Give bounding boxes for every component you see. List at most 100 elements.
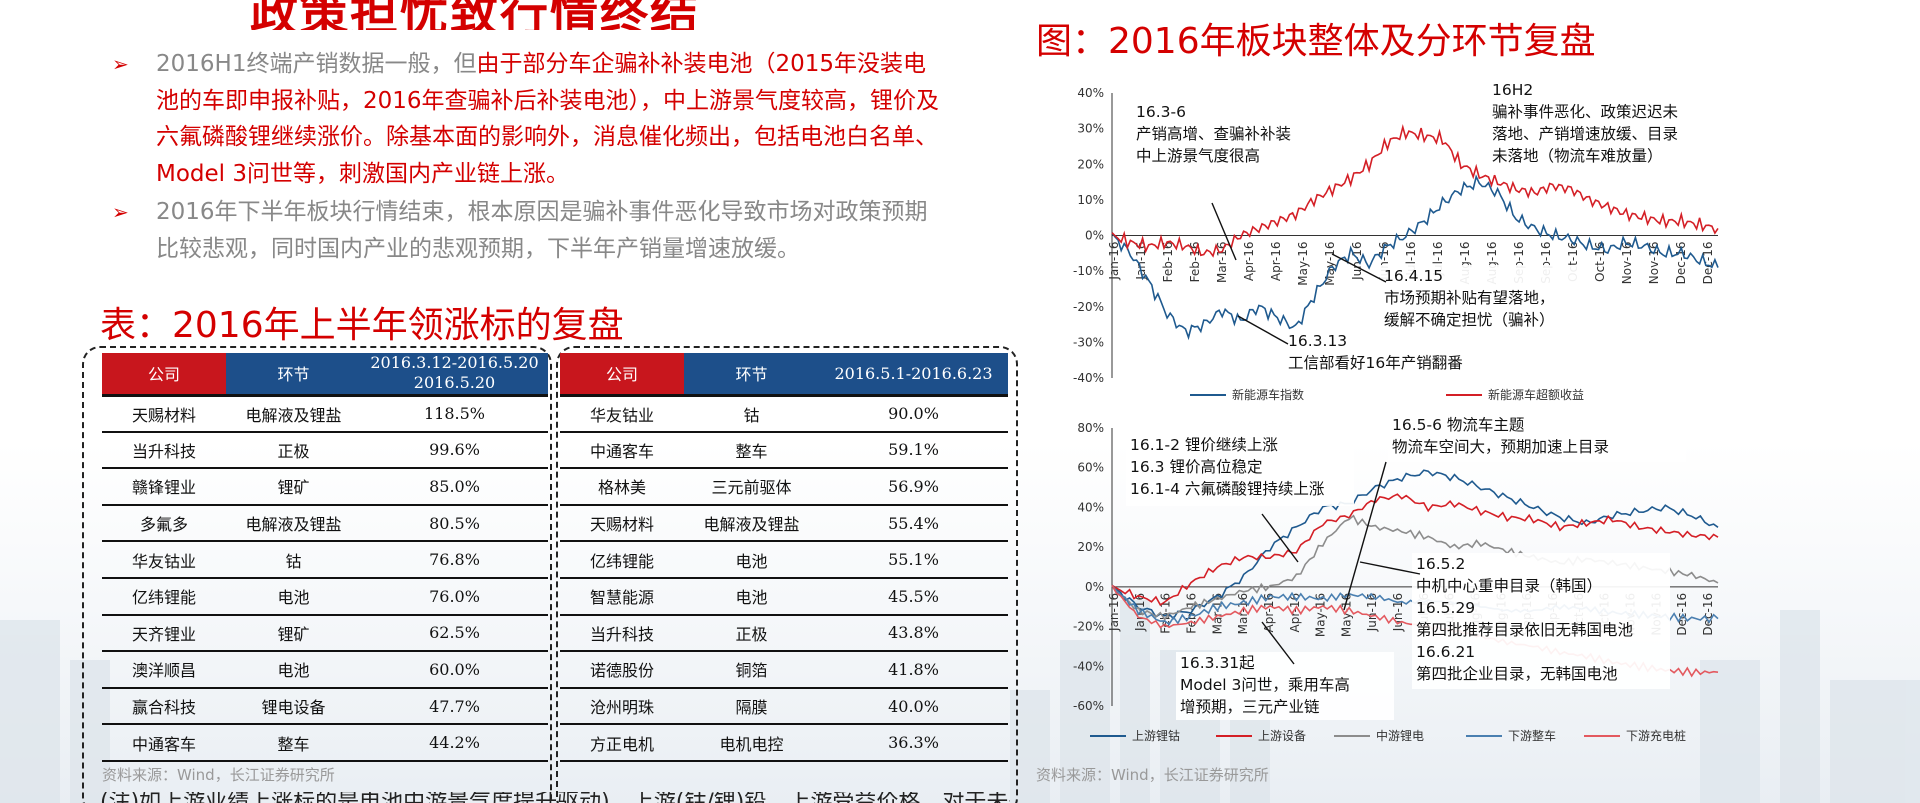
y-tick-label: 20% — [1077, 540, 1104, 554]
y-tick-label: 10% — [1077, 193, 1104, 207]
table-row: 中通客车 整车 59.1% — [560, 432, 1008, 469]
bullet-arrow-icon: ➢ — [112, 194, 129, 231]
header-company: 公司 — [102, 353, 226, 395]
cell-gain: 45.5% — [819, 578, 1008, 615]
chart-nev-index-2016: 40%30%20%10%0%-10%-20%-30%-40%Jan-16 Jan-… — [1030, 76, 1730, 410]
y-tick-label: 80% — [1077, 421, 1104, 435]
cell-gain: 41.8% — [819, 651, 1008, 688]
cell-segment: 锂矿 — [226, 468, 361, 505]
cell-gain: 36.3% — [819, 724, 1008, 761]
y-tick-label: -20% — [1073, 300, 1104, 314]
cell-company: 智慧能源 — [560, 578, 684, 615]
cell-gain: 80.5% — [361, 505, 548, 542]
cell-gain: 90.0% — [819, 395, 1008, 432]
y-tick-label: -40% — [1073, 371, 1104, 385]
cell-company: 亿纬锂能 — [102, 578, 226, 615]
bullet-text-grey: 2016年下半年板块行情结束，根本原因是骗补事件恶化导致市场对政策预期比较悲观，… — [156, 199, 928, 262]
table-row: 当升科技 正极 43.8% — [560, 615, 1008, 652]
cut-off-page-title: 政策担忧致行情终结 — [250, 0, 850, 30]
legend-label: 上游锂钴 — [1132, 728, 1180, 743]
table-header-row: 公司 环节 2016.3.12-2016.5.20 2016.5.20 — [102, 353, 548, 395]
cell-segment: 钴 — [226, 541, 361, 578]
table-row: 赣锋锂业 锂矿 85.0% — [102, 468, 548, 505]
table-row: 多氟多 电解液及锂盐 80.5% — [102, 505, 548, 542]
x-tick-label: Apr-16 — [1242, 242, 1256, 282]
cell-segment: 钴 — [684, 395, 819, 432]
bullet-item: ➢ 2016年下半年板块行情结束，根本原因是骗补事件恶化导致市场对政策预期比较悲… — [104, 194, 944, 267]
y-tick-label: 20% — [1077, 157, 1104, 171]
cell-segment: 电池 — [226, 578, 361, 615]
y-tick-label: 40% — [1077, 86, 1104, 100]
header-segment: 环节 — [226, 353, 361, 395]
cell-gain: 47.7% — [361, 688, 548, 725]
cell-segment: 整车 — [684, 432, 819, 469]
cell-segment: 电池 — [684, 578, 819, 615]
cell-gain: 85.0% — [361, 468, 548, 505]
table-row: 亿纬锂能 电池 55.1% — [560, 541, 1008, 578]
x-tick-label: Nov-16 — [1620, 242, 1634, 285]
y-tick-label: 0% — [1085, 580, 1104, 594]
cell-company: 诺德股份 — [560, 651, 684, 688]
table-row: 澳洋顺昌 电池 60.0% — [102, 651, 548, 688]
x-tick-label: Apr-16 — [1269, 242, 1283, 282]
cell-segment: 正极 — [226, 432, 361, 469]
x-tick-label: Jun-16 — [1391, 593, 1405, 632]
cell-gain: 60.0% — [361, 651, 548, 688]
cell-company: 方正电机 — [560, 724, 684, 761]
cell-segment: 锂电设备 — [226, 688, 361, 725]
cell-company: 赣锋锂业 — [102, 468, 226, 505]
bullet-arrow-icon: ➢ — [112, 46, 129, 83]
y-tick-label: -20% — [1073, 620, 1104, 634]
y-tick-label: -10% — [1073, 264, 1104, 278]
cell-company: 中通客车 — [102, 724, 226, 761]
cell-company: 澳洋顺昌 — [102, 651, 226, 688]
cell-segment: 电解液及锂盐 — [684, 505, 819, 542]
table-row: 天赐材料 电解液及锂盐 55.4% — [560, 505, 1008, 542]
cell-gain: 99.6% — [361, 432, 548, 469]
cell-segment: 隔膜 — [684, 688, 819, 725]
table-row: 亿纬锂能 电池 76.0% — [102, 578, 548, 615]
cell-gain: 40.0% — [819, 688, 1008, 725]
header-company: 公司 — [560, 353, 684, 395]
y-tick-label: -40% — [1073, 659, 1104, 673]
x-tick-label: Jun-16 — [1350, 242, 1364, 281]
x-tick-label: May-16 — [1323, 242, 1337, 286]
annotation-pointer — [1360, 562, 1420, 574]
y-tick-label: -60% — [1073, 699, 1104, 713]
legend-label: 新能源车指数 — [1232, 387, 1304, 402]
cell-gain: 56.9% — [819, 468, 1008, 505]
legend-label: 上游设备 — [1258, 729, 1306, 743]
cell-company: 当升科技 — [560, 615, 684, 652]
cell-company: 格林美 — [560, 468, 684, 505]
cell-gain: 76.0% — [361, 578, 548, 615]
cell-company: 沧州明珠 — [560, 688, 684, 725]
legend-label: 下游充电桩 — [1626, 728, 1686, 743]
y-tick-label: 30% — [1077, 122, 1104, 136]
table-row: 方正电机 电机电控 36.3% — [560, 724, 1008, 761]
table-row: 华友钴业钴 76.8% — [102, 541, 548, 578]
table-source-note: 资料来源：Wind，长江证券研究所 — [102, 764, 335, 785]
table-row: 智慧能源 电池 45.5% — [560, 578, 1008, 615]
cell-company: 华友钴业 — [102, 541, 226, 578]
cell-segment: 电池 — [684, 541, 819, 578]
cell-segment: 三元前驱体 — [684, 468, 819, 505]
header-period: 2016.5.1-2016.6.23 — [819, 353, 1008, 395]
x-tick-label: Jan-16 — [1107, 242, 1121, 281]
cell-segment: 整车 — [226, 724, 361, 761]
table-row: 中通客车 整车 44.2% — [102, 724, 548, 761]
cell-company: 华友钴业 — [560, 395, 684, 432]
cell-gain: 55.4% — [819, 505, 1008, 542]
bullet-item: ➢ 2016H1终端产销数据一般，但由于部分车企骗补补装电池（2015年没装电池… — [104, 46, 944, 192]
table-row: 赢合科技 锂电设备 47.7% — [102, 688, 548, 725]
table-row: 天赐材料 电解液及锂盐 118.5% — [102, 395, 548, 432]
cell-gain: 118.5% — [361, 395, 548, 432]
bullet-list: ➢ 2016H1终端产销数据一般，但由于部分车企骗补补装电池（2015年没装电池… — [104, 46, 944, 267]
chart-segment-review-2016: 80%60%40%20%0%-20%-40%-60%Jan-16 Jan-16 Fe… — [1030, 414, 1730, 754]
bullet-text-grey: 2016H1终端产销数据一般，但 — [156, 51, 476, 77]
cell-gain: 59.1% — [819, 432, 1008, 469]
cell-company: 天齐锂业 — [102, 615, 226, 652]
header-period: 2016.3.12-2016.5.20 2016.5.20 — [361, 353, 548, 395]
cell-segment: 铜箔 — [684, 651, 819, 688]
annotation-pointer — [1238, 316, 1288, 344]
x-tick-label: Dec-16 — [1701, 593, 1715, 636]
